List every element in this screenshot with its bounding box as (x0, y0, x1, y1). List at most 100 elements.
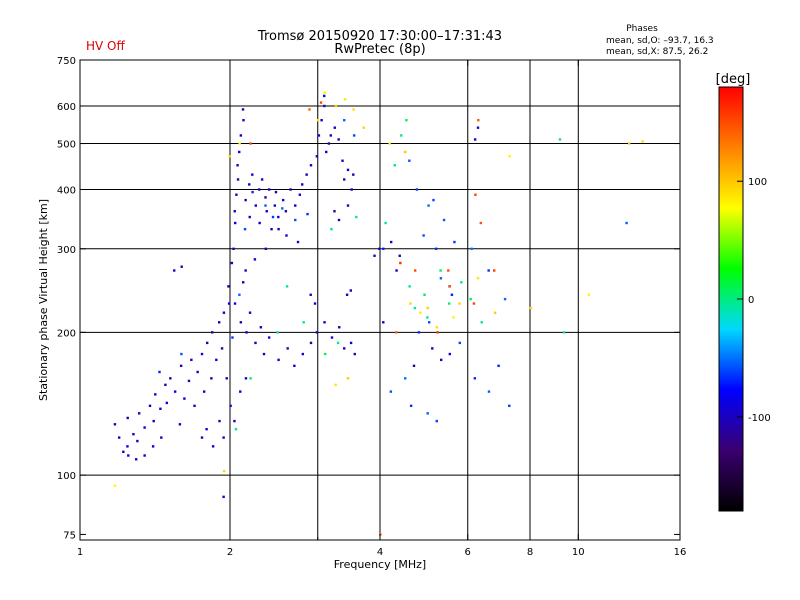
data-point (262, 352, 266, 356)
data-point (480, 321, 483, 324)
data-point (259, 326, 263, 329)
data-point (320, 118, 323, 122)
data-point (378, 247, 381, 250)
data-point (249, 377, 252, 380)
data-point (152, 419, 155, 423)
data-point (439, 269, 442, 272)
data-point (346, 377, 350, 380)
data-point (233, 210, 236, 213)
data-point (211, 445, 215, 448)
data-point (187, 379, 191, 383)
data-point (305, 173, 308, 176)
data-point (388, 142, 391, 145)
data-point (641, 140, 644, 143)
y-tick-label: 75 (63, 530, 76, 541)
data-point (238, 293, 241, 296)
data-point (239, 321, 243, 324)
data-point (395, 331, 398, 334)
data-point (242, 118, 245, 122)
data-point (389, 390, 393, 393)
data-point (398, 254, 401, 257)
y-tick-label: 750 (57, 56, 76, 67)
data-point (193, 404, 196, 408)
data-point (239, 134, 243, 137)
data-point (285, 234, 288, 237)
colorbar-unit-label: [deg] (716, 72, 751, 87)
data-point (126, 445, 129, 448)
data-point (349, 289, 353, 292)
data-point (113, 484, 117, 487)
data-point (202, 390, 206, 393)
data-point (165, 401, 169, 405)
data-point (225, 377, 228, 380)
data-point (503, 297, 507, 301)
data-point (242, 281, 245, 284)
data-point (479, 221, 483, 225)
data-point (400, 134, 403, 137)
data-point (447, 269, 450, 272)
chart-title-line1: Tromsø 20150920 17:30:00–17:31:43 (257, 29, 502, 44)
data-point (248, 183, 251, 186)
y-tick-label: 300 (57, 245, 76, 256)
data-point (349, 341, 353, 345)
data-point (258, 221, 261, 225)
data-point (439, 277, 443, 280)
data-point (345, 293, 349, 296)
data-point (254, 204, 257, 207)
data-point (277, 215, 280, 219)
data-point (315, 331, 319, 334)
data-point (196, 370, 199, 374)
data-point (154, 393, 157, 396)
data-point (243, 227, 247, 231)
data-point (308, 108, 311, 111)
data-point (232, 247, 235, 250)
data-point (460, 281, 463, 284)
data-point (389, 240, 393, 244)
data-point (229, 404, 232, 408)
data-point (179, 364, 183, 368)
data-point (271, 215, 275, 219)
data-point (233, 221, 237, 225)
x-tick-label: 2 (227, 547, 233, 558)
data-point (399, 261, 402, 265)
data-point (508, 155, 511, 158)
y-tick-label: 500 (57, 140, 76, 151)
data-point (126, 416, 129, 420)
data-point (222, 311, 226, 314)
data-point (134, 458, 138, 461)
data-point (413, 306, 417, 310)
data-point (260, 178, 264, 181)
data-point (316, 118, 320, 122)
data-point (352, 108, 355, 111)
data-point (333, 210, 336, 213)
data-point (427, 204, 430, 207)
x-axis-label: Frequency [MHz] (334, 558, 426, 571)
data-point (200, 352, 204, 356)
data-point (273, 204, 277, 207)
data-point (265, 210, 268, 213)
y-tick-label: 400 (57, 186, 76, 197)
data-point (234, 427, 238, 431)
data-point (301, 183, 304, 186)
data-point (301, 352, 305, 356)
data-point (286, 347, 289, 350)
y-tick-label: 100 (57, 471, 76, 482)
hv-status: HV Off (86, 39, 125, 53)
data-point (136, 439, 139, 443)
data-point (439, 358, 443, 362)
data-point (558, 138, 562, 141)
data-point (487, 390, 491, 393)
data-point (245, 331, 248, 334)
data-point (236, 178, 240, 181)
grid-lines (80, 60, 680, 540)
data-point (319, 101, 323, 104)
data-point (450, 293, 454, 296)
data-point (264, 204, 267, 207)
data-point (239, 390, 242, 393)
data-point (352, 173, 355, 176)
data-point (325, 150, 328, 154)
data-point (419, 311, 422, 314)
data-point (403, 150, 407, 154)
data-point (236, 164, 239, 167)
